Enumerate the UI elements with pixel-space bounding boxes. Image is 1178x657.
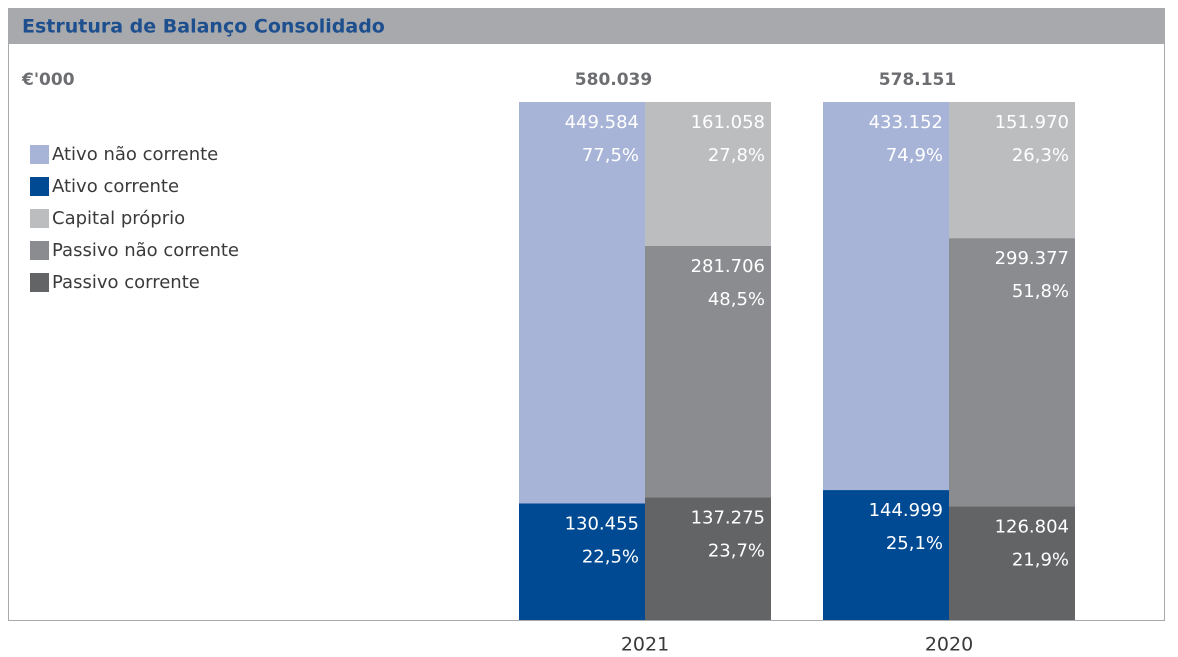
- bar-segment: [949, 238, 1075, 507]
- percent-label: 26,3%: [1012, 145, 1069, 166]
- chart-title: Estrutura de Balanço Consolidado: [22, 16, 385, 38]
- header-band: [8, 8, 1165, 44]
- bar-segment: [949, 506, 1075, 620]
- legend-swatch: [30, 273, 49, 292]
- percent-label: 25,1%: [886, 533, 943, 554]
- percent-label: 27,8%: [708, 145, 765, 166]
- bar-segment: [823, 490, 949, 620]
- percent-label: 51,8%: [1012, 281, 1069, 302]
- percent-label: 21,9%: [1012, 549, 1069, 570]
- total-label: 578.151: [879, 70, 956, 90]
- legend-swatch: [30, 145, 49, 164]
- legend-label: Capital próprio: [52, 208, 185, 229]
- bar-segment: [645, 102, 771, 246]
- value-label: 281.706: [691, 256, 765, 277]
- bar-segment: [645, 245, 771, 498]
- bar-segment: [519, 503, 645, 620]
- legend-label: Ativo não corrente: [52, 144, 218, 165]
- bar-segment: [823, 102, 949, 491]
- bar-segment: [949, 102, 1075, 239]
- legend-swatch: [30, 241, 49, 260]
- bar-segment: [519, 102, 645, 504]
- percent-label: 23,7%: [708, 540, 765, 561]
- x-tick-label: 2021: [621, 634, 669, 656]
- value-label: 130.455: [565, 513, 639, 534]
- bar-segment: [645, 497, 771, 620]
- legend-label: Passivo corrente: [52, 272, 200, 293]
- value-label: 433.152: [869, 112, 943, 133]
- value-label: 449.584: [565, 112, 639, 133]
- value-label: 299.377: [995, 248, 1069, 269]
- value-label: 137.275: [691, 507, 765, 528]
- value-label: 126.804: [995, 516, 1069, 537]
- x-tick-label: 2020: [925, 634, 973, 656]
- unit-label: €'000: [21, 70, 75, 90]
- value-label: 151.970: [995, 112, 1069, 133]
- legend-swatch: [30, 209, 49, 228]
- legend-label: Ativo corrente: [52, 176, 179, 197]
- legend-swatch: [30, 177, 49, 196]
- percent-label: 74,9%: [886, 145, 943, 166]
- legend-label: Passivo não corrente: [52, 240, 239, 261]
- value-label: 144.999: [869, 500, 943, 521]
- percent-label: 48,5%: [708, 289, 765, 310]
- value-label: 161.058: [691, 112, 765, 133]
- percent-label: 77,5%: [582, 145, 639, 166]
- percent-label: 22,5%: [582, 546, 639, 567]
- total-label: 580.039: [575, 70, 652, 90]
